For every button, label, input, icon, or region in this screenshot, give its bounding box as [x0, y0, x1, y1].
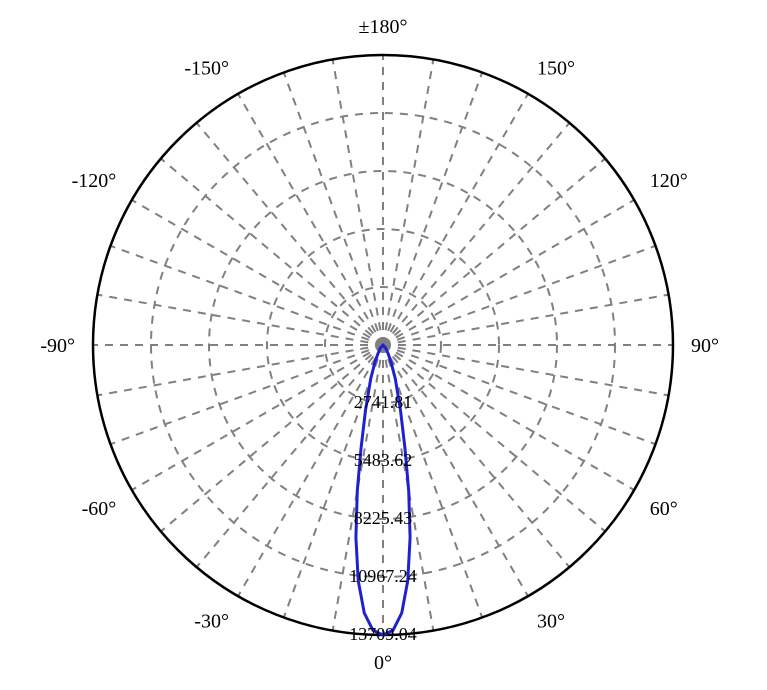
angle-label: 150° — [537, 57, 575, 79]
radial-label: 13709.04 — [349, 624, 417, 644]
angle-label: 90° — [691, 335, 719, 357]
angle-label: 60° — [650, 498, 678, 520]
angle-label: ±180° — [359, 16, 408, 38]
polar-chart: 2741.81 5483.62 8225.43 10967.24 13709.04 ±18… — [0, 0, 767, 690]
angle-label: -150° — [184, 57, 229, 79]
angle-label: -90° — [40, 335, 75, 357]
angle-label: -120° — [72, 170, 117, 192]
radial-label: 8225.43 — [354, 508, 413, 528]
angle-label: 30° — [537, 611, 565, 633]
angle-label: -60° — [82, 498, 117, 520]
angle-label: 0° — [374, 652, 392, 674]
radial-label: 10967.24 — [349, 566, 417, 586]
radial-label: 2741.81 — [354, 392, 413, 412]
angle-label: -30° — [194, 611, 229, 633]
radial-label: 5483.62 — [354, 450, 413, 470]
angle-label: 120° — [650, 170, 688, 192]
